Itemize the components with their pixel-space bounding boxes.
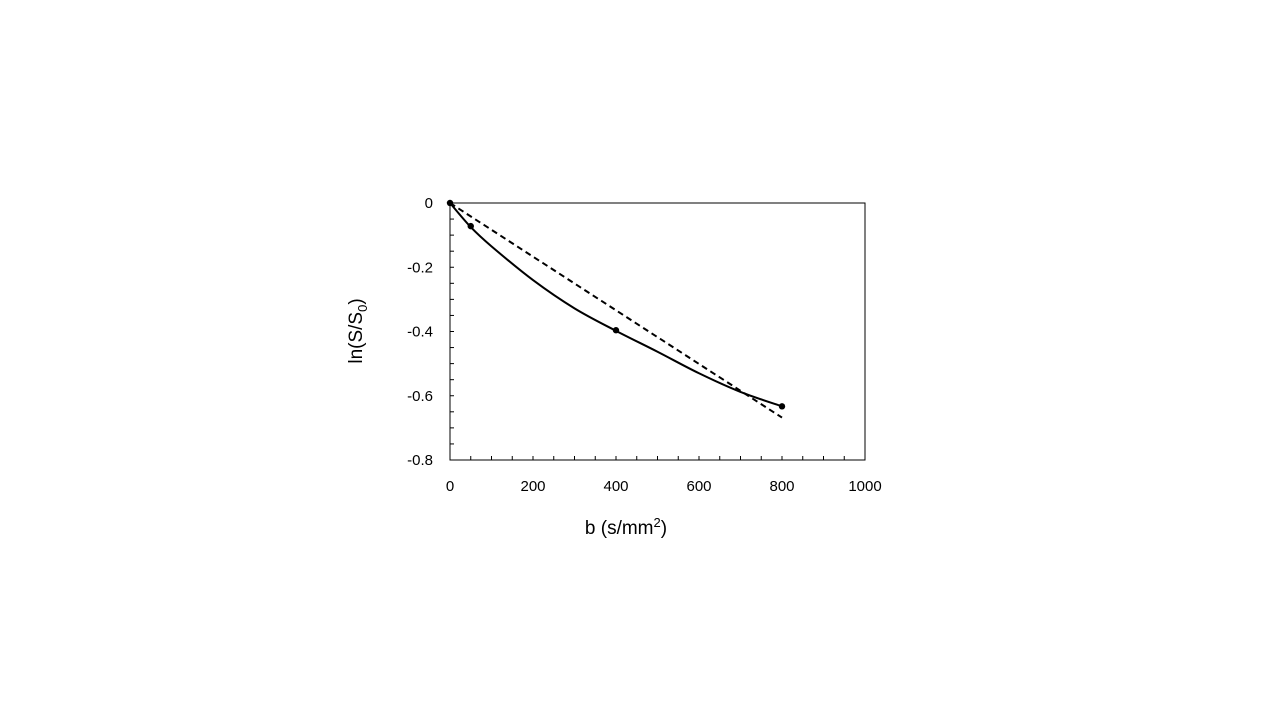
x-axis-title: b (s/mm2): [585, 515, 667, 539]
x-tick-label: 400: [603, 478, 628, 495]
x-axis-title-tail: ): [661, 518, 667, 539]
y-axis-title-tail: ): [346, 298, 367, 304]
x-tick-label: 200: [520, 478, 545, 495]
y-axis-title: ln(S/S0): [346, 298, 370, 363]
y-axis-title-main: ln(S/S: [346, 312, 367, 364]
series-layer: [446, 199, 786, 419]
fit-curve-solid: [449, 202, 783, 408]
y-tick-label: -0.6: [407, 388, 433, 405]
x-axis-title-sup: 2: [654, 515, 661, 530]
x-tick-label: 600: [686, 478, 711, 495]
plot-area-frame: [449, 202, 866, 461]
y-tick-label: -0.4: [407, 324, 433, 341]
x-tick-label: 0: [446, 478, 454, 495]
x-tick-label: 1000: [848, 478, 881, 495]
y-axis-title-sub: 0: [355, 305, 370, 312]
x-axis-title-main: b (s/mm: [585, 518, 654, 539]
fit-line-dashed: [449, 202, 783, 419]
x-tick-label: 800: [769, 478, 794, 495]
y-tick-label: -0.2: [407, 259, 433, 276]
y-tick-label: 0: [425, 195, 433, 212]
y-tick-label: -0.8: [407, 452, 433, 469]
ticks-layer: [450, 218, 845, 460]
tick-labels-layer: 0 200 400 600 800 1000 0 -0.2 -0.4 -0.6 -0.8: [407, 195, 882, 495]
